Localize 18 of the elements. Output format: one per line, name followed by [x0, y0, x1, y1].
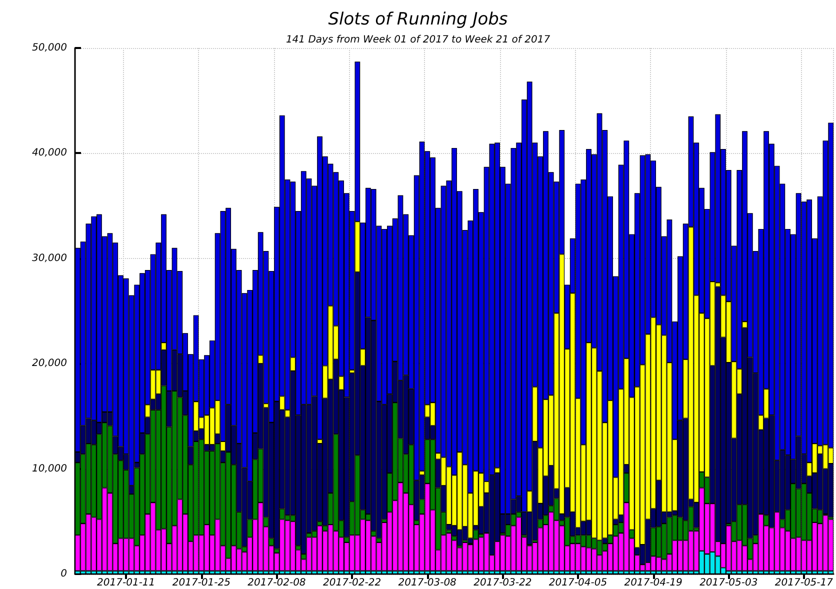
- x-tick-label: 2017-05-03: [700, 578, 758, 588]
- x-tick-label: 2017-01-11: [97, 578, 156, 588]
- y-tick-label: 10,000: [32, 463, 67, 474]
- chart-subtitle: 141 Days from Week 01 of 2017 to Week 21 of 2017: [286, 34, 551, 46]
- y-tick-label: 50,000: [32, 42, 67, 54]
- x-tick-label: 2017-03-22: [474, 578, 532, 588]
- y-tick-label: 30,000: [32, 252, 67, 264]
- x-tick-label: 2017-02-08: [248, 578, 306, 588]
- y-tick-label: 40,000: [32, 148, 67, 159]
- y-tick-label: 20,000: [32, 358, 67, 370]
- y-tick-label: 0: [60, 568, 67, 580]
- x-tick-label: 2017-02-22: [322, 578, 382, 588]
- x-tick-label: 2017-01-25: [172, 578, 230, 588]
- chart-title: Slots of Running Jobs: [328, 10, 508, 30]
- x-tick-label: 2017-05-17: [774, 578, 834, 588]
- x-tick-label: 2017-04-05: [548, 578, 608, 588]
- x-tick-label: 2017-03-08: [398, 578, 456, 588]
- x-tick-label: 2017-04-19: [624, 578, 682, 588]
